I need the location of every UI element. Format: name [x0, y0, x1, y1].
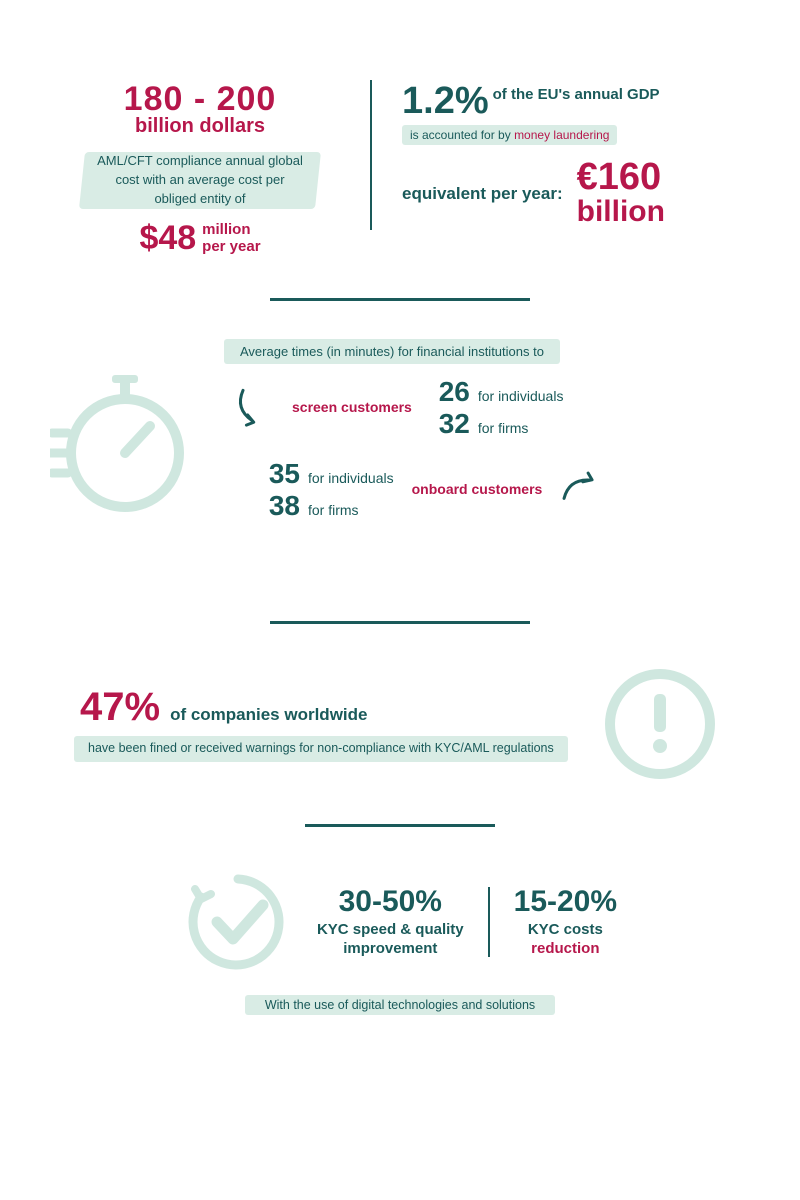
onboard-firms: 38 for firms	[260, 490, 394, 522]
cost-range-unit: billion dollars	[60, 115, 340, 138]
improvement-footer: With the use of digital technologies and…	[253, 995, 547, 1015]
gdp-explain: is accounted for by money laundering	[402, 125, 617, 145]
screen-label: screen customers	[292, 399, 412, 416]
right-stat-block: 1.2% of the EU's annual GDP is accounted…	[402, 80, 740, 229]
onboard-values: 35 for individuals 38 for firms	[260, 458, 394, 522]
cost-range: 180 - 200	[60, 80, 340, 119]
onboard-label: onboard customers	[412, 481, 543, 498]
gdp-row: 1.2% of the EU's annual GDP	[402, 80, 740, 123]
section-average-times: Average times (in minutes) for financial…	[60, 341, 740, 581]
divider	[270, 621, 530, 624]
divider	[305, 824, 495, 827]
avg-cost: $48	[139, 219, 196, 258]
divider	[270, 298, 530, 301]
arrow-icon	[554, 461, 610, 517]
arrow-icon	[224, 380, 279, 435]
equivalent-row: equivalent per year: €160 billion	[402, 159, 740, 229]
fines-top: 47% of companies worldwide	[80, 685, 570, 730]
speed-label: KYC speed & quality improvement	[317, 921, 464, 959]
screen-values: 26 for individuals 32 for firms	[430, 376, 564, 440]
screen-row: screen customers 26 for individuals 32 f…	[230, 376, 740, 440]
vertical-divider	[488, 887, 490, 957]
price-row: $48 million per year	[60, 219, 340, 258]
vertical-divider	[370, 80, 372, 230]
cost-reduction-box: 15-20% KYC costs reduction	[514, 885, 617, 959]
cost-percent: 15-20%	[514, 885, 617, 919]
onboard-individuals: 35 for individuals	[260, 458, 394, 490]
fines-text: 47% of companies worldwide have been fin…	[80, 685, 570, 762]
checkmark-icon	[183, 867, 293, 977]
gdp-percent-desc: of the EU's annual GDP	[493, 86, 660, 104]
cost-label: KYC costs reduction	[514, 921, 617, 959]
gdp-percent: 1.2%	[402, 80, 489, 123]
fines-percent-desc: of companies worldwide	[170, 704, 367, 725]
fines-description: have been fined or received warnings for…	[80, 736, 562, 762]
equivalent-amount: €160 billion	[577, 159, 665, 229]
screen-firms: 32 for firms	[430, 408, 564, 440]
cost-description: AML/CFT compliance annual global cost wi…	[90, 148, 310, 213]
screen-individuals: 26 for individuals	[430, 376, 564, 408]
equivalent-label: equivalent per year:	[402, 183, 563, 204]
fines-percent: 47%	[80, 685, 160, 730]
stopwatch-icon	[50, 371, 190, 521]
avg-cost-unit: million per year	[202, 221, 260, 256]
speed-percent: 30-50%	[317, 885, 464, 919]
section-fines: 47% of companies worldwide have been fin…	[60, 664, 740, 784]
section-improvement: 30-50% KYC speed & quality improvement 1…	[60, 867, 740, 1015]
exclamation-icon	[600, 664, 720, 784]
left-stat-block: 180 - 200 billion dollars AML/CFT compli…	[60, 80, 340, 258]
speed-quality-box: 30-50% KYC speed & quality improvement	[317, 885, 464, 959]
onboard-row: 35 for individuals 38 for firms onboard …	[260, 458, 740, 522]
improvement-row: 30-50% KYC speed & quality improvement 1…	[60, 867, 740, 977]
times-heading: Average times (in minutes) for financial…	[230, 341, 554, 362]
section-compliance-cost: 180 - 200 billion dollars AML/CFT compli…	[60, 80, 740, 258]
